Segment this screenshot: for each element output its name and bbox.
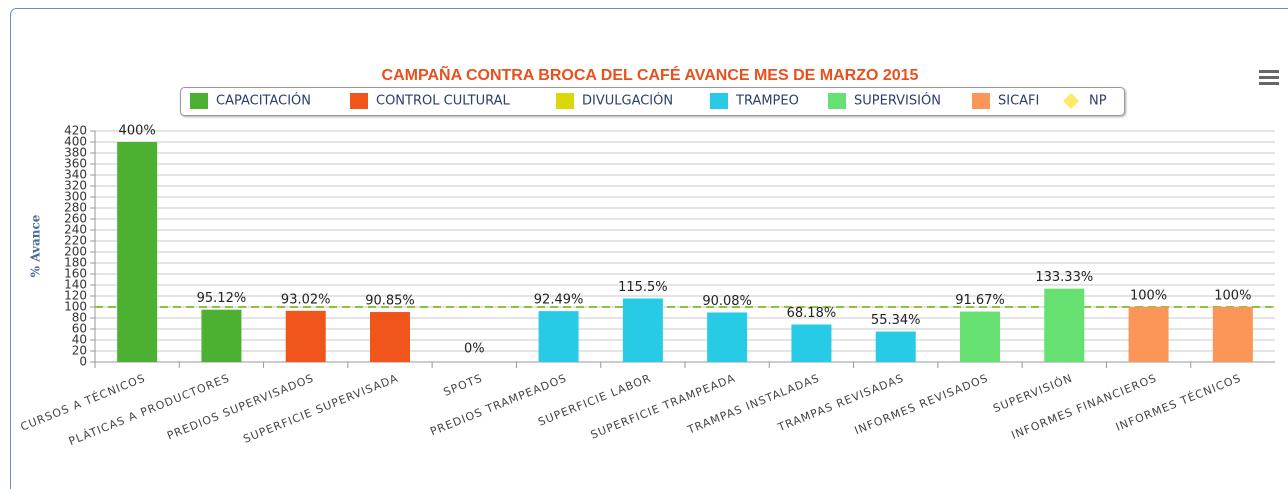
y-tick-label: 0 [79, 355, 87, 369]
chart-title: CAMPAÑA CONTRA BROCA DEL CAFÉ AVANCE MES… [382, 64, 919, 84]
y-tick-label: 40 [72, 333, 87, 347]
bar [707, 312, 748, 362]
y-axis-label: % Avance [29, 214, 43, 277]
legend-label: DIVULGACIÓN [582, 93, 673, 109]
data-label: 93.02% [281, 292, 331, 307]
data-label: 400% [119, 124, 156, 139]
y-tick-label: 200 [64, 245, 87, 259]
data-label: 100% [1130, 289, 1167, 304]
bar [791, 324, 832, 362]
bar [960, 311, 1000, 362]
y-tick-label: 260 [64, 212, 87, 226]
bar [875, 331, 916, 362]
data-label: 90.85% [365, 294, 415, 309]
y-tick-label: 400 [64, 135, 87, 149]
y-tick-label: 20 [72, 344, 87, 358]
legend-label: SUPERVISIÓN [854, 93, 941, 109]
legend-swatch [350, 93, 368, 109]
data-label: 0% [464, 342, 485, 357]
y-tick-label: 220 [64, 234, 87, 248]
menu-icon[interactable] [1259, 70, 1279, 85]
data-label: 92.49% [534, 293, 584, 308]
y-tick-label: 360 [64, 157, 87, 171]
bar [622, 298, 663, 362]
y-tick-label: 160 [64, 267, 87, 281]
legend-swatch [556, 93, 574, 109]
bar [1128, 307, 1169, 362]
y-tick-label: 420 [64, 124, 87, 138]
data-label: 95.12% [197, 291, 247, 306]
data-label: 91.67% [955, 293, 1005, 308]
y-tick-label: 320 [64, 179, 87, 193]
legend-swatch [972, 93, 990, 109]
legend-label: TRAMPEO [735, 94, 799, 109]
y-tick-label: 280 [64, 201, 87, 215]
card [10, 8, 1288, 489]
bar [285, 310, 326, 362]
legend-swatch [828, 93, 846, 109]
legend-box [180, 87, 1125, 116]
y-tick-label: 60 [72, 322, 87, 336]
data-label: 100% [1214, 289, 1251, 304]
y-tick-label: 300 [64, 190, 87, 204]
y-tick-label: 120 [64, 289, 87, 303]
legend-label: NP [1089, 94, 1107, 109]
legend-label: CONTROL CULTURAL [376, 94, 511, 109]
legend-label: CAPACITACIÓN [216, 93, 311, 109]
y-tick-label: 240 [64, 223, 87, 237]
y-tick-label: 80 [72, 311, 87, 325]
y-tick-label: 380 [64, 146, 87, 160]
legend-label: SICAFI [998, 94, 1039, 109]
data-label: 55.34% [871, 313, 921, 328]
y-tick-label: 140 [64, 278, 87, 292]
data-label: 90.08% [702, 294, 752, 309]
bar [117, 142, 158, 362]
legend-swatch [1063, 93, 1079, 109]
bar [370, 312, 410, 362]
bar [538, 311, 579, 362]
legend-swatch [190, 93, 208, 109]
y-tick-label: 100 [64, 300, 87, 314]
y-tick-label: 180 [64, 256, 87, 270]
data-label: 68.18% [787, 306, 837, 321]
bar [1212, 307, 1253, 362]
data-label: 115.5% [618, 280, 668, 295]
bar [1044, 288, 1085, 362]
legend-swatch [710, 93, 728, 109]
bar [201, 309, 242, 362]
y-tick-label: 340 [64, 168, 87, 182]
data-label: 133.33% [1035, 270, 1093, 285]
